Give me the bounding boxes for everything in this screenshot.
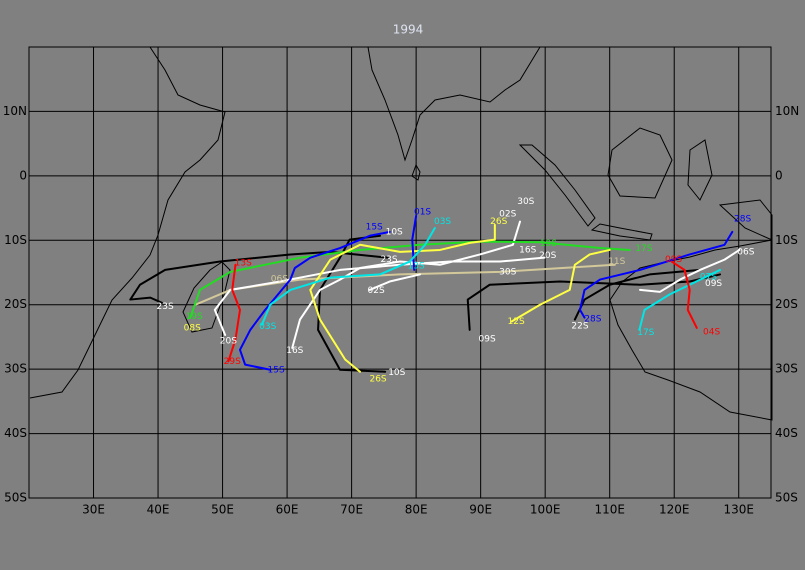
track-label: 29S [224,357,241,367]
track-label: 06S [737,247,754,257]
cyclone-track [368,273,422,291]
lat-tick-label: 10N [775,104,799,118]
track-label: 09S [665,255,682,265]
lat-tick-label: 40S [4,426,27,440]
track-label: 03S [259,322,276,332]
track-label: 26S [369,374,386,384]
graticule [29,47,771,499]
lat-tick-label: 10S [4,233,27,247]
lon-tick-label: 110E [594,503,625,517]
coastline [29,46,226,399]
track-label: 13S [235,258,252,268]
track-label: 28S [734,215,751,225]
track-label: 23S [157,302,174,312]
track-label: 16S [519,245,536,255]
lat-tick-label: 30S [775,362,798,376]
cyclone-track [639,248,741,293]
lon-tick-label: 100E [530,503,561,517]
cyclone-track [638,268,722,331]
cyclone-track [213,256,546,336]
track-label: 06S [271,274,288,284]
lat-tick-label: 0 [19,168,27,182]
cyclone-track [227,263,241,363]
lat-tick-label: 50S [4,491,27,505]
cyclone-track [670,260,698,329]
cyclone-track [573,268,702,321]
tracks [129,214,741,373]
track-label: 10S [388,368,405,378]
track-label: 03S [434,217,451,227]
cyclone-track [260,227,436,326]
track-label: 19S [540,239,557,249]
track-label: 04S [703,327,720,337]
track-label: 15S [268,365,285,375]
lon-tick-label: 30E [82,503,105,517]
lat-tick-label: 20S [4,297,27,311]
lat-tick-label: 50S [775,491,798,505]
lon-tick-label: 120E [659,503,690,517]
lon-tick-label: 80E [405,503,428,517]
cyclone-track [129,250,389,304]
track-label: 01S [414,207,431,217]
track-label: 10S [386,227,403,237]
track-label: 15S [366,222,383,232]
track-label: 30S [517,197,534,207]
cyclone-track [411,214,418,271]
coastline [411,163,421,181]
coastline [590,223,653,241]
lat-tick-label: 0 [775,168,783,182]
track-label: 30S [499,267,516,277]
lat-tick-label: 10N [3,104,27,118]
track-label: 11S [608,257,625,267]
track-label: 22S [571,321,588,331]
lon-tick-label: 40E [147,503,170,517]
track-label: 26S [490,217,507,227]
track-label: 08S [184,323,201,333]
lon-tick-label: 70E [340,503,363,517]
coastline [607,127,673,199]
lon-tick-label: 130E [723,503,754,517]
coastline [718,199,773,241]
track-label: 16S [286,346,303,356]
coastline [518,144,596,227]
lat-tick-label: 10S [775,233,798,247]
cyclone-track [510,248,611,323]
lat-tick-label: 40S [775,426,798,440]
coastline [367,46,541,162]
track-label: 23S [380,255,397,265]
track-label: 09S [705,279,722,289]
lon-tick-label: 90E [469,503,492,517]
cyclone-track [238,230,391,371]
coastline [609,239,773,421]
cyclone-track [189,240,631,319]
track-label: 28S [584,314,601,324]
coastline [687,139,713,201]
track-label: 09S [479,334,496,344]
cyclone-track [466,273,722,331]
lon-tick-label: 60E [276,503,299,517]
cyclone-track [579,230,734,319]
map-title: 1994 [393,23,424,37]
lat-tick-label: 20S [775,297,798,311]
track-label: 17S [637,328,654,338]
track-label: 19S [186,312,203,322]
cyclone-track [309,223,496,373]
track-label: 02S [368,286,385,296]
track-label: 12S [508,317,525,327]
lat-tick-label: 30S [4,362,27,376]
map-frame [28,46,772,499]
track-label: 02S [499,209,516,219]
lon-tick-label: 50E [211,503,234,517]
track-label: 17S [635,244,652,254]
track-label: 20S [539,251,556,261]
coastline [182,261,231,333]
track-label: 20S [220,336,237,346]
track-label: 13S [408,262,425,272]
cyclone-track [291,220,522,349]
track-label: 07S [700,273,717,283]
